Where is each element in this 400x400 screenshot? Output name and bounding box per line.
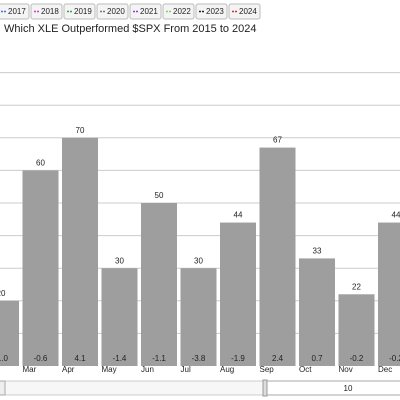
legend-label: 2023 <box>206 7 224 16</box>
legend-button-box <box>129 3 162 20</box>
return-label: 2.4 <box>272 354 284 363</box>
data-label: 67 <box>273 136 282 145</box>
return-label: -1.1 <box>152 354 166 363</box>
bar <box>101 268 138 366</box>
data-label: 20 <box>0 289 6 298</box>
return-label: -0.6 <box>34 354 48 363</box>
x-tick-label: Aug <box>220 365 234 374</box>
legend-button[interactable]: 2019 <box>63 3 96 20</box>
x-tick-label: Mar <box>23 365 37 374</box>
legend-button-box <box>195 3 228 20</box>
x-tick-label: Oct <box>299 365 312 374</box>
legend-button-box <box>0 3 30 20</box>
legend-label: 2024 <box>239 7 257 16</box>
legend-button[interactable]: 2017 <box>0 3 30 20</box>
bar <box>220 222 256 366</box>
x-tick-label: Apr <box>62 365 75 374</box>
legend-button[interactable]: 2018 <box>30 3 63 20</box>
data-label: 70 <box>76 126 85 135</box>
legend-label: 2019 <box>74 7 92 16</box>
x-tick-label: Jul <box>181 365 191 374</box>
return-label: -1.4 <box>113 354 127 363</box>
legend-button-box <box>63 3 96 20</box>
return-label: -0.2 <box>389 354 400 363</box>
legend-button-box <box>228 3 261 20</box>
bar <box>338 294 375 366</box>
return-label: 0.7 <box>311 354 323 363</box>
data-label: 30 <box>115 256 124 265</box>
navigator-left-handle[interactable] <box>0 380 6 396</box>
data-label: 44 <box>234 211 243 220</box>
legend-button-box <box>96 3 129 20</box>
legend-button[interactable]: 2021 <box>129 3 162 20</box>
navigator-window[interactable] <box>264 380 400 396</box>
return-label: -1.0 <box>0 354 8 363</box>
x-tick-label: Jun <box>141 365 154 374</box>
legend-label: 2018 <box>41 7 59 16</box>
return-label: -1.9 <box>231 354 245 363</box>
bar <box>141 203 177 366</box>
legend-button[interactable]: 2023 <box>195 3 228 20</box>
legend-label: 2017 <box>8 7 26 16</box>
legend-label: 2022 <box>173 7 191 16</box>
legend-button-box <box>162 3 195 20</box>
legend-button[interactable]: 2022 <box>162 3 195 20</box>
bar <box>259 147 296 366</box>
legend-button[interactable]: 2024 <box>228 3 261 20</box>
data-label: 33 <box>313 247 322 256</box>
bar <box>0 300 19 366</box>
data-label: 30 <box>194 256 203 265</box>
data-label: 50 <box>155 191 164 200</box>
x-tick-label: May <box>102 365 117 374</box>
legend-label: 2020 <box>107 7 125 16</box>
return-label: 4.1 <box>74 354 86 363</box>
navigator-label: 10 <box>344 384 353 393</box>
chart-title: Which XLE Outperformed $SPX From 2015 to… <box>4 23 257 35</box>
bar <box>180 268 217 366</box>
x-tick-label: Sep <box>260 365 275 374</box>
x-tick-label: Dec <box>378 365 392 374</box>
return-label: -0.2 <box>350 354 364 363</box>
bar <box>378 222 400 366</box>
bar <box>299 258 335 366</box>
legend-label: 2021 <box>140 7 158 16</box>
return-label: -3.8 <box>192 354 206 363</box>
data-label: 44 <box>392 211 400 220</box>
legend-button-box <box>30 3 63 20</box>
bar <box>22 170 59 366</box>
data-label: 60 <box>36 159 45 168</box>
legend-button[interactable]: 2020 <box>96 3 129 20</box>
x-tick-label: Nov <box>339 365 353 374</box>
navigator-right-grip[interactable] <box>262 379 268 397</box>
data-label: 22 <box>352 282 361 291</box>
bar <box>62 137 98 366</box>
